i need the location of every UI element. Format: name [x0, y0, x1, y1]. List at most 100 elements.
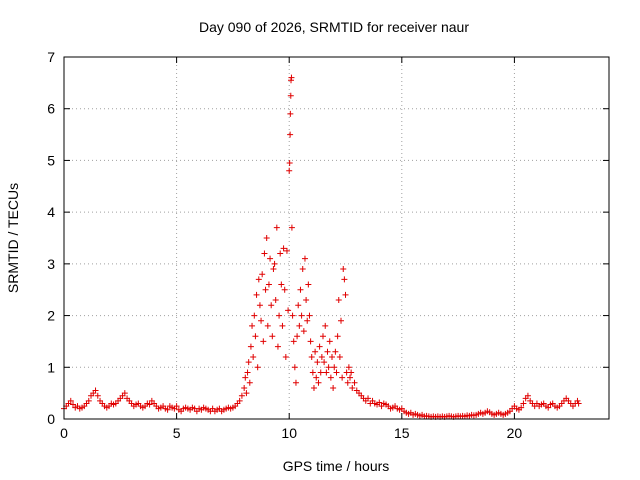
data-point [342, 291, 349, 298]
data-point [307, 338, 314, 345]
data-point [545, 404, 552, 411]
data-point [244, 369, 251, 376]
data-point [92, 387, 99, 394]
data-point [327, 374, 334, 381]
data-point [322, 322, 329, 329]
data-point [253, 291, 260, 298]
data-point [324, 348, 331, 355]
x-tick-label: 15 [394, 425, 410, 441]
data-point [247, 343, 254, 350]
data-point [340, 266, 347, 273]
data-point [294, 333, 301, 340]
data-point [146, 401, 153, 408]
data-point [273, 224, 280, 231]
data-point [261, 250, 268, 257]
data-point [287, 110, 294, 117]
data-point [262, 286, 269, 293]
data-point [292, 379, 299, 386]
data-point [242, 374, 249, 381]
data-point [252, 333, 259, 340]
data-point [70, 401, 77, 408]
data-point [310, 384, 317, 391]
data-points [61, 74, 582, 420]
data-point [94, 392, 101, 399]
y-tick-label: 5 [47, 152, 55, 168]
data-point [255, 276, 262, 283]
y-tick-label: 0 [47, 411, 55, 427]
data-point [251, 312, 258, 319]
data-point [301, 255, 308, 262]
data-point [344, 379, 351, 386]
y-tick-label: 7 [47, 49, 55, 65]
data-point [279, 322, 286, 329]
data-point [338, 317, 345, 324]
data-point [318, 353, 325, 360]
data-point [265, 281, 272, 288]
data-point [274, 343, 281, 350]
data-point [575, 400, 582, 407]
data-point [278, 281, 285, 288]
data-point [280, 245, 287, 252]
data-point [313, 374, 320, 381]
data-point [268, 302, 275, 309]
data-point [243, 390, 250, 397]
x-tick-label: 10 [281, 425, 297, 441]
data-point [347, 374, 354, 381]
data-point [323, 369, 330, 376]
data-point [321, 359, 328, 366]
data-point [254, 364, 261, 371]
x-tick-label: 0 [60, 425, 68, 441]
data-point [264, 322, 271, 329]
data-point [297, 286, 304, 293]
data-point [315, 379, 322, 386]
data-point [296, 322, 303, 329]
data-point [339, 374, 346, 381]
data-point [164, 406, 171, 413]
data-point [287, 92, 294, 99]
data-point [334, 333, 341, 340]
data-point [291, 364, 298, 371]
x-axis-label: GPS time / hours [283, 458, 390, 474]
data-point [518, 404, 525, 411]
data-point [345, 364, 352, 371]
data-point [306, 312, 313, 319]
y-axis-label: SRMTID / TECUs [5, 183, 21, 293]
data-point [336, 353, 343, 360]
chart-title: Day 090 of 2026, SRMTID for receiver nau… [199, 19, 469, 35]
data-point [520, 400, 527, 407]
data-point [289, 312, 296, 319]
data-point [319, 333, 326, 340]
data-point [259, 271, 266, 278]
data-point [288, 224, 295, 231]
data-point [277, 250, 284, 257]
data-point [288, 74, 295, 81]
data-point [309, 369, 316, 376]
data-point [351, 379, 358, 386]
data-point [241, 384, 248, 391]
data-point [305, 281, 312, 288]
data-point [271, 260, 278, 267]
data-point [325, 364, 332, 371]
data-point [290, 338, 297, 345]
data-point [365, 395, 372, 402]
data-point [331, 364, 338, 371]
data-point [270, 266, 277, 273]
data-point [283, 247, 290, 254]
data-point [332, 348, 339, 355]
plot-frame [63, 56, 610, 420]
data-point [256, 302, 263, 309]
data-point [295, 302, 302, 309]
data-point [341, 276, 348, 283]
data-point [282, 353, 289, 360]
data-point [326, 338, 333, 345]
data-point [317, 369, 324, 376]
data-point [263, 235, 270, 241]
y-tick-label: 4 [47, 204, 55, 220]
data-point [298, 312, 305, 319]
data-point [67, 397, 74, 404]
data-point [304, 317, 311, 324]
y-tick-label: 1 [47, 359, 55, 375]
data-point [299, 266, 306, 273]
data-point [250, 353, 257, 360]
